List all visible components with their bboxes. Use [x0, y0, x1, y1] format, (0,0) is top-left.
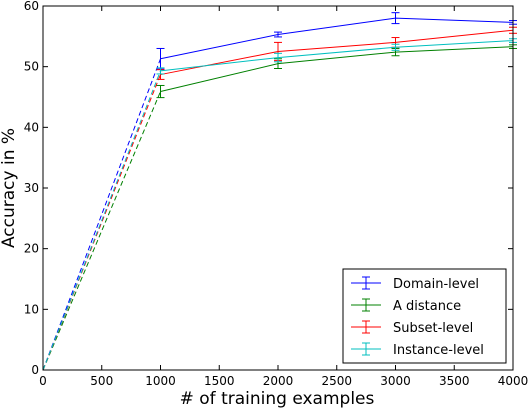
x-tick-label: 1500	[204, 374, 235, 388]
legend-label: Domain-level	[393, 277, 479, 292]
x-tick-label: 0	[39, 374, 47, 388]
error-bar	[391, 12, 400, 25]
legend-box	[342, 268, 507, 364]
error-bar	[274, 52, 282, 63]
legend-label: A distance	[393, 299, 461, 314]
axes: 0 500 1000 1500 2000 2500 3000 3500 4000 0 10 20 30 4…	[24, 0, 529, 388]
legend-item: A distance	[351, 298, 461, 314]
y-axis-title: Accuracy in %	[0, 128, 19, 248]
series-line	[160, 40, 514, 72]
series-3	[42, 38, 517, 371]
series-line	[160, 29, 514, 76]
legend: Domain-level A distance Subset-level Instan…	[342, 268, 507, 364]
y-tick-label: 50	[24, 60, 39, 74]
y-tick-label: 40	[24, 120, 39, 134]
y-tick-label: 20	[24, 242, 39, 256]
series-line-dashed	[42, 91, 161, 371]
x-tick-label: 2000	[263, 374, 294, 388]
legend-item: Subset-level	[351, 320, 473, 336]
x-tick-label: 1000	[145, 374, 176, 388]
y-tick-label: 60	[24, 0, 39, 13]
legend-item: Instance-level	[351, 342, 484, 358]
error-bar	[274, 31, 282, 38]
error-bar	[391, 43, 400, 51]
series-line	[160, 17, 514, 60]
series-line-dashed	[42, 70, 161, 371]
legend-label: Instance-level	[393, 343, 484, 358]
x-tick-label: 2500	[321, 374, 352, 388]
series-line-dashed	[42, 74, 161, 371]
x-tick-label: 500	[90, 374, 113, 388]
x-tick-label: 3500	[439, 374, 470, 388]
error-bar	[156, 84, 165, 99]
error-bar	[156, 67, 165, 75]
x-tick-label: 4000	[498, 374, 529, 388]
series-line	[160, 46, 514, 93]
y-tick-label: 0	[31, 363, 39, 377]
series-line-dashed	[42, 58, 161, 371]
y-tick-label: 10	[24, 302, 39, 316]
legend-label: Subset-level	[393, 321, 473, 336]
y-tick-label: 30	[24, 181, 39, 195]
legend-item: Domain-level	[351, 276, 479, 292]
x-tick-label: 3000	[380, 374, 411, 388]
x-axis-title: # of training examples	[180, 389, 375, 409]
